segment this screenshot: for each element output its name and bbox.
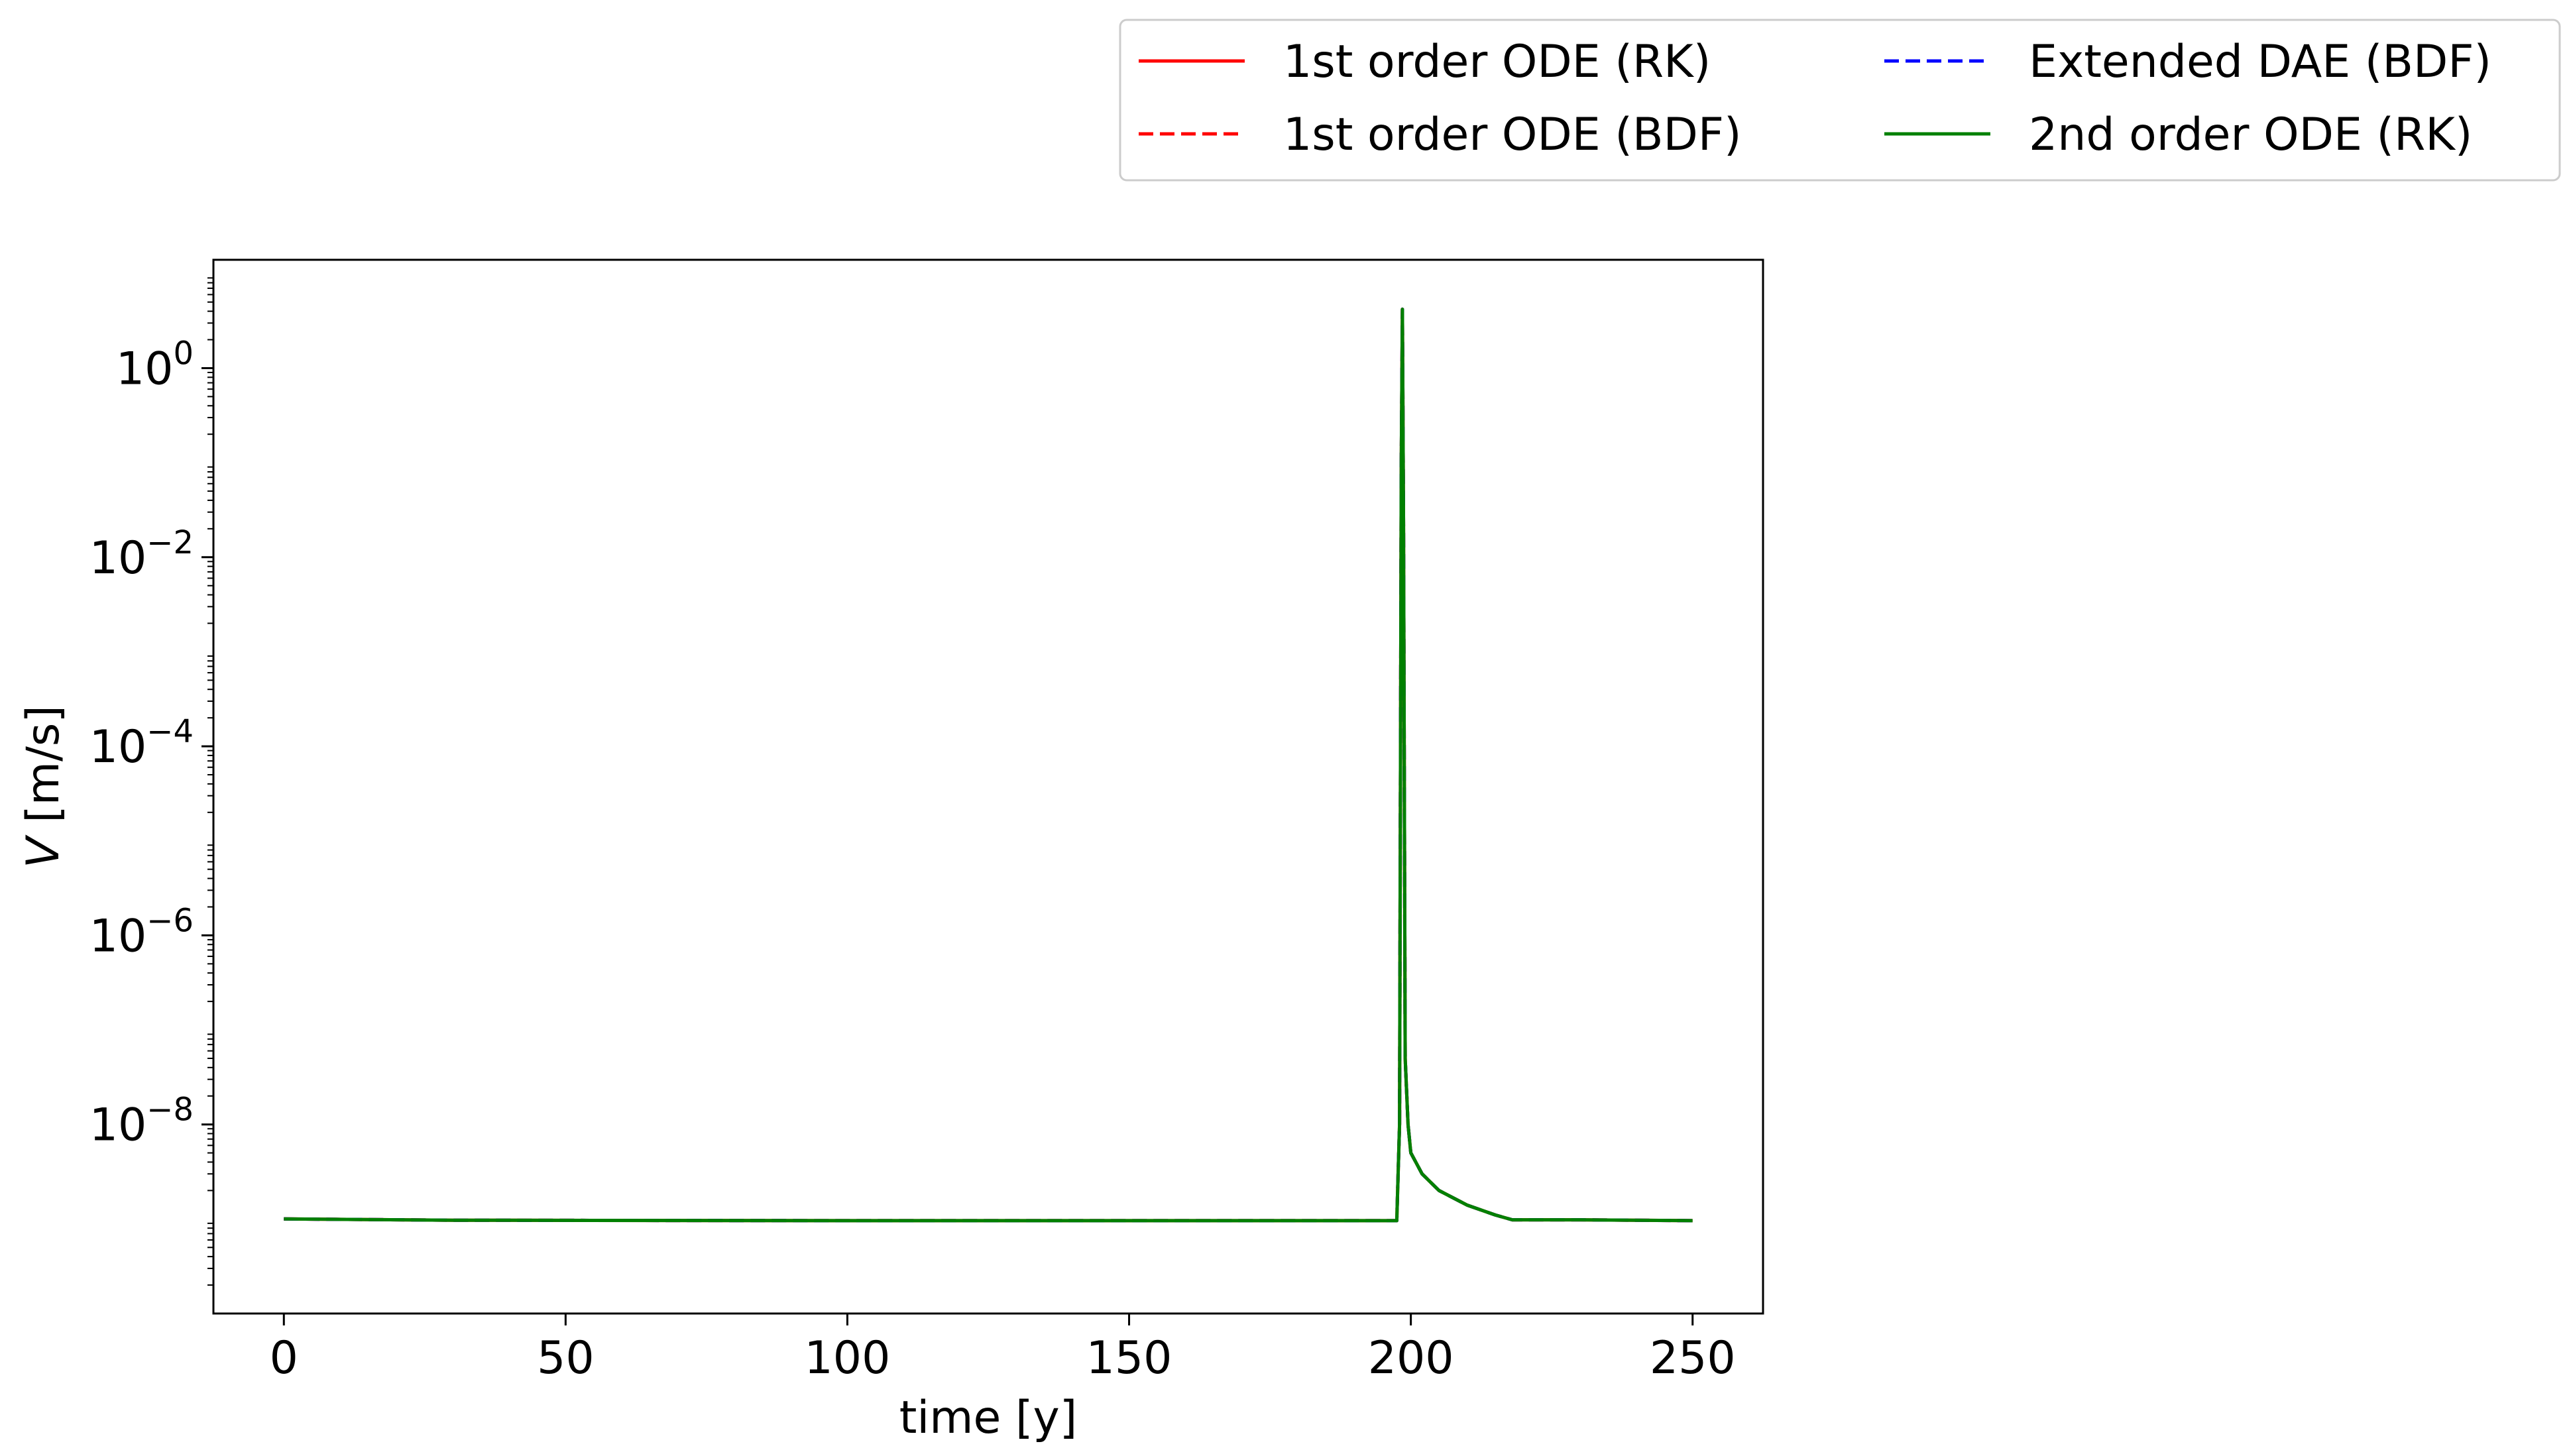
y-tick-label: 10−4 — [89, 713, 194, 773]
y-tick-label-base: 10 — [89, 910, 147, 962]
y-axis-label-symbol: V — [17, 834, 70, 868]
legend-box — [1119, 19, 2561, 182]
x-axis-label: time [y] — [899, 1392, 1078, 1444]
legend-label-2: 1st order ODE (BDF) — [1283, 109, 1742, 161]
x-tick-label: 200 — [1368, 1332, 1454, 1384]
y-tick-label-exponent: −4 — [146, 713, 194, 750]
y-tick-label-exponent: −6 — [146, 902, 194, 939]
plot-area-frame — [212, 258, 1764, 1315]
legend-label-1: 1st order ODE (RK) — [1283, 36, 1711, 88]
y-tick-label: 10−2 — [89, 524, 194, 585]
y-tick-label-exponent: −8 — [146, 1092, 194, 1129]
y-tick-label-base: 10 — [116, 343, 174, 395]
y-axis-label-unit: [m/s] — [17, 705, 70, 837]
legend-items: 1st order ODE (RK) 1st order ODE (BDF) Ext… — [1139, 36, 2491, 161]
y-tick-label-exponent: 0 — [173, 335, 194, 372]
series-line-4 — [284, 308, 1693, 1223]
y-tick-label-base: 10 — [89, 721, 147, 773]
y-tick-label: 10−6 — [89, 902, 194, 962]
legend: 1st order ODE (RK) 1st order ODE (BDF) Ext… — [1119, 19, 2561, 182]
y-tick-label: 10−8 — [89, 1092, 194, 1152]
x-tick-label: 150 — [1086, 1332, 1172, 1384]
legend-label-3: Extended DAE (BDF) — [2029, 36, 2491, 88]
x-axis-ticks: 0 50 100 150 200 250 — [270, 1314, 1736, 1384]
y-tick-label-base: 10 — [89, 532, 147, 585]
x-tick-label: 50 — [537, 1332, 595, 1384]
y-tick-label-base: 10 — [89, 1099, 147, 1152]
legend-label-4: 2nd order ODE (RK) — [2029, 109, 2472, 161]
y-tick-label: 100 — [116, 335, 194, 395]
series-layer — [284, 308, 1693, 1223]
y-tick-label-exponent: −2 — [146, 524, 194, 561]
x-tick-label: 100 — [805, 1332, 891, 1384]
x-tick-label: 250 — [1650, 1332, 1736, 1384]
y-axis-label: V [m/s] — [17, 705, 70, 868]
x-tick-label: 0 — [270, 1332, 298, 1384]
